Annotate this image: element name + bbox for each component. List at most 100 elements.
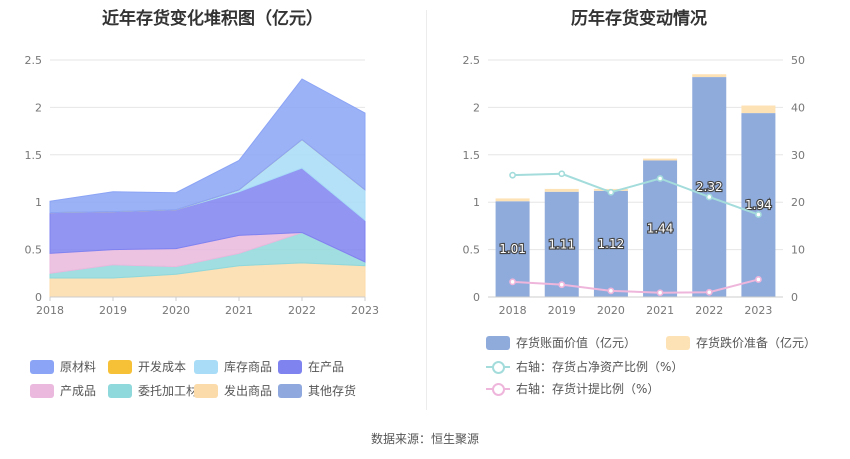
legend-label: 右轴：存货占净资产比例（%） <box>516 360 684 374</box>
bar-book-value <box>741 113 776 297</box>
legend-swatch <box>486 335 510 350</box>
bar-book-value <box>692 77 727 298</box>
bar-value-label: 1.12 <box>598 237 625 251</box>
legend-swatch <box>194 383 218 398</box>
x-tick-label: 2020 <box>162 304 190 317</box>
bar-value-label: 1.01 <box>499 242 526 256</box>
y-tick-label: 0.5 <box>463 244 481 257</box>
bar-impairment <box>741 105 776 114</box>
bar-impairment <box>643 158 678 161</box>
legend-item[interactable]: 右轴：存货计提比例（%） <box>486 380 659 397</box>
y2-tick-label: 30 <box>791 149 805 162</box>
legend-label: 委托加工材料 <box>138 384 211 398</box>
y-tick-label: 1 <box>473 196 480 209</box>
x-tick-label: 2022 <box>288 304 316 317</box>
legend-swatch <box>486 382 510 396</box>
y-tick-label: 0 <box>473 291 480 304</box>
legend-label: 开发成本 <box>138 360 187 374</box>
x-tick-label: 2018 <box>36 304 64 317</box>
bar-impairment <box>692 74 727 78</box>
legend-label: 原材料 <box>60 360 97 374</box>
legend-label: 发出商品 <box>224 384 273 398</box>
legend-swatch <box>194 359 218 374</box>
right-chart-legend: 存货账面价值（亿元） 存货跌价准备（亿元） 右轴：存货占净资产比例（%） 右轴：存货计… <box>486 334 846 400</box>
y-tick-label: 0 <box>35 291 42 304</box>
bar-line-chart-panel: 历年存货变动情况 0 0 0.5 10 1 20 1.5 30 2 40 2.5 50 1.01 1.11… <box>428 0 850 410</box>
x-tick-label: 2018 <box>499 304 527 317</box>
line-point <box>705 193 713 201</box>
bar-book-value <box>544 191 579 297</box>
y2-tick-label: 40 <box>791 101 805 114</box>
bar-value-label: 2.32 <box>696 180 723 194</box>
bar-value-label: 1.44 <box>647 222 674 236</box>
line-point <box>607 188 615 196</box>
y2-tick-label: 50 <box>791 54 805 67</box>
y-tick-label: 1 <box>35 196 42 209</box>
line-point <box>558 281 566 289</box>
line-point <box>607 287 615 295</box>
y-tick-label: 2 <box>473 101 480 114</box>
panel-divider <box>426 10 427 410</box>
right-chart-title: 历年存货变动情况 <box>571 9 707 29</box>
y-tick-label: 0.5 <box>25 244 43 257</box>
legend-label: 存货账面价值（亿元） <box>516 336 637 350</box>
legend-label: 右轴：存货计提比例（%） <box>516 382 660 396</box>
x-tick-label: 2022 <box>695 304 723 317</box>
line-series <box>512 172 759 216</box>
legend-swatch <box>666 335 690 350</box>
line-point <box>509 171 516 179</box>
legend-item[interactable]: 存货跌价准备（亿元） <box>666 334 816 351</box>
legend-item[interactable]: 开发成本 <box>108 358 186 375</box>
y-tick-label: 2 <box>35 101 42 114</box>
x-tick-label: 2023 <box>744 304 772 317</box>
data-source-footer: 数据来源：恒生聚源 <box>370 432 479 446</box>
line-point <box>755 276 762 283</box>
legend-label: 存货跌价准备（亿元） <box>696 336 817 350</box>
legend-label: 在产品 <box>308 360 345 374</box>
line-point <box>656 175 664 182</box>
line-series <box>512 278 759 294</box>
stacked-area-chart-panel: 近年存货变化堆积图（亿元） 0 0.5 1 1.5 2 2.5 2018 2019 2020 20… <box>0 0 425 410</box>
y2-tick-label: 20 <box>791 196 805 209</box>
bar-value-label: 1.11 <box>548 237 575 251</box>
legend-item[interactable]: 发出商品 <box>194 382 272 399</box>
line-point <box>656 289 664 297</box>
legend-item[interactable]: 在产品 <box>278 358 344 375</box>
left-chart-title: 近年存货变化堆积图（亿元） <box>102 9 323 29</box>
stacked-area-chart: 0 0.5 1 1.5 2 2.5 2018 2019 2020 2021 2022 2023 <box>25 54 380 317</box>
legend-item[interactable]: 其他存货 <box>278 382 356 399</box>
area-series <box>49 78 366 214</box>
x-tick-label: 2019 <box>548 304 576 317</box>
bar-book-value <box>593 190 628 297</box>
legend-label: 产成品 <box>60 384 97 398</box>
legend-swatch <box>108 383 132 398</box>
legend-swatch <box>278 383 302 398</box>
x-tick-label: 2020 <box>597 304 625 317</box>
y2-tick-label: 0 <box>791 291 798 304</box>
line-point <box>509 278 516 286</box>
legend-item[interactable]: 原材料 <box>30 358 96 375</box>
legend-label: 库存商品 <box>224 360 273 374</box>
y-tick-label: 2.5 <box>463 54 481 67</box>
line-point <box>755 211 762 218</box>
legend-swatch <box>486 360 510 374</box>
legend-item[interactable]: 库存商品 <box>194 358 272 375</box>
x-tick-label: 2021 <box>646 304 674 317</box>
legend-swatch <box>30 383 54 398</box>
legend-item[interactable]: 委托加工材料 <box>108 382 210 399</box>
y-tick-label: 1.5 <box>25 149 43 162</box>
legend-item[interactable]: 产成品 <box>30 382 96 399</box>
bar-value-label: 1.94 <box>745 198 772 212</box>
x-tick-label: 2023 <box>351 304 379 317</box>
bar-line-chart: 0 0 0.5 10 1 20 1.5 30 2 40 2.5 50 1.01 1.11 1.12 1.44 2… <box>463 54 806 317</box>
y-tick-label: 1.5 <box>463 149 481 162</box>
line-point <box>558 170 566 178</box>
y-tick-label: 2.5 <box>25 54 43 67</box>
legend-item[interactable]: 右轴：存货占净资产比例（%） <box>486 358 683 375</box>
left-chart-legend: 原材料 开发成本 库存商品 在产品产成品 委托加工材料 发出商品 其他存货 <box>30 358 420 402</box>
legend-item[interactable]: 存货账面价值（亿元） <box>486 334 636 351</box>
legend-swatch <box>108 359 132 374</box>
y2-tick-label: 10 <box>791 244 805 257</box>
legend-swatch <box>278 359 302 374</box>
legend-label: 其他存货 <box>308 384 357 398</box>
